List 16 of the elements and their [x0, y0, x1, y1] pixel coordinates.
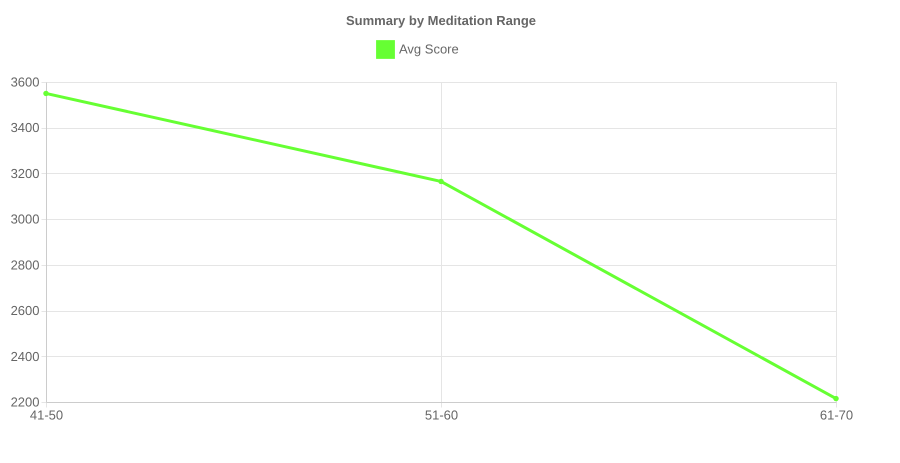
y-tick-label: 3400	[10, 120, 40, 136]
y-tick-label: 2800	[10, 257, 40, 272]
point	[43, 90, 49, 96]
y-tick-label: 3200	[10, 166, 40, 181]
legend-label: Avg Score	[399, 42, 459, 56]
y-tick-label: 2200	[10, 394, 40, 410]
point	[438, 178, 444, 184]
x-tick-label: 41-50	[30, 408, 64, 422]
y-tick-label: 3000	[10, 212, 40, 227]
y-tick-label: 3600	[10, 74, 40, 90]
y-tick-label: 2400	[10, 348, 40, 364]
x-tick-label: 51-60	[424, 408, 458, 422]
x-tick-label: 61-70	[820, 408, 854, 422]
y-tick-label: 2600	[10, 303, 40, 318]
point	[833, 396, 839, 402]
chart-title: Summary by Meditation Range	[346, 13, 536, 28]
